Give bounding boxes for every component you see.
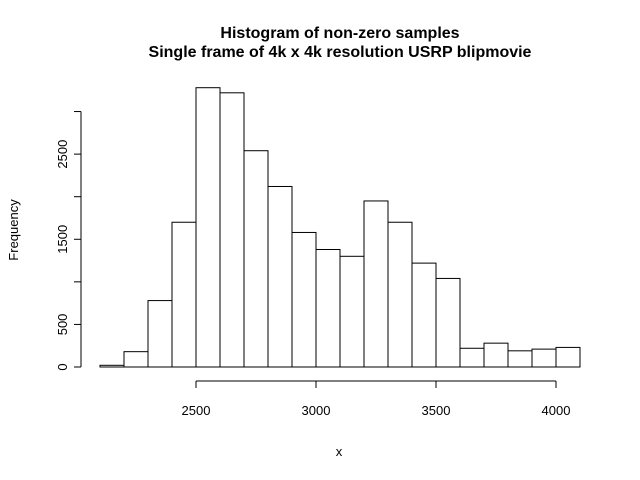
histogram-bar	[339, 255, 365, 368]
histogram-bar	[459, 347, 485, 368]
histogram-bar	[315, 248, 341, 368]
chart-title: Histogram of non-zero samples	[220, 25, 459, 42]
histogram-bar	[195, 87, 221, 368]
y-tick-label: 500	[55, 314, 70, 336]
x-tick-label: 4000	[542, 403, 571, 418]
histogram-bar	[435, 277, 461, 368]
histogram-bar	[291, 231, 317, 368]
histogram-bar	[387, 221, 413, 368]
x-tick-label: 3000	[302, 403, 331, 418]
histogram-bar	[267, 185, 293, 368]
histogram-bar	[531, 348, 557, 368]
x-axis-label: x	[336, 444, 343, 459]
y-axis: 0 500 1500 2500	[55, 111, 82, 371]
y-axis-label: Frequency	[6, 199, 21, 261]
histogram-bar	[123, 351, 149, 368]
histogram-bar	[243, 150, 269, 368]
histogram-bar	[171, 221, 197, 368]
x-tick-label: 3500	[422, 403, 451, 418]
y-tick-label: 2500	[55, 140, 70, 169]
bars-group	[99, 87, 581, 368]
x-axis: 2500 3000 3500 4000	[182, 380, 571, 418]
y-tick-label: 1500	[55, 225, 70, 254]
histogram-bar	[483, 342, 509, 368]
histogram-bar	[219, 92, 245, 368]
y-tick-label: 0	[55, 363, 70, 370]
histogram-bar	[99, 364, 125, 368]
chart-subtitle: Single frame of 4k x 4k resolution USRP …	[149, 44, 532, 61]
histogram-bar	[555, 346, 581, 368]
x-tick-label: 2500	[182, 403, 211, 418]
histogram-bar	[147, 300, 173, 368]
histogram-bar	[411, 262, 437, 368]
histogram-bar	[507, 350, 533, 368]
histogram-bar	[363, 200, 389, 368]
